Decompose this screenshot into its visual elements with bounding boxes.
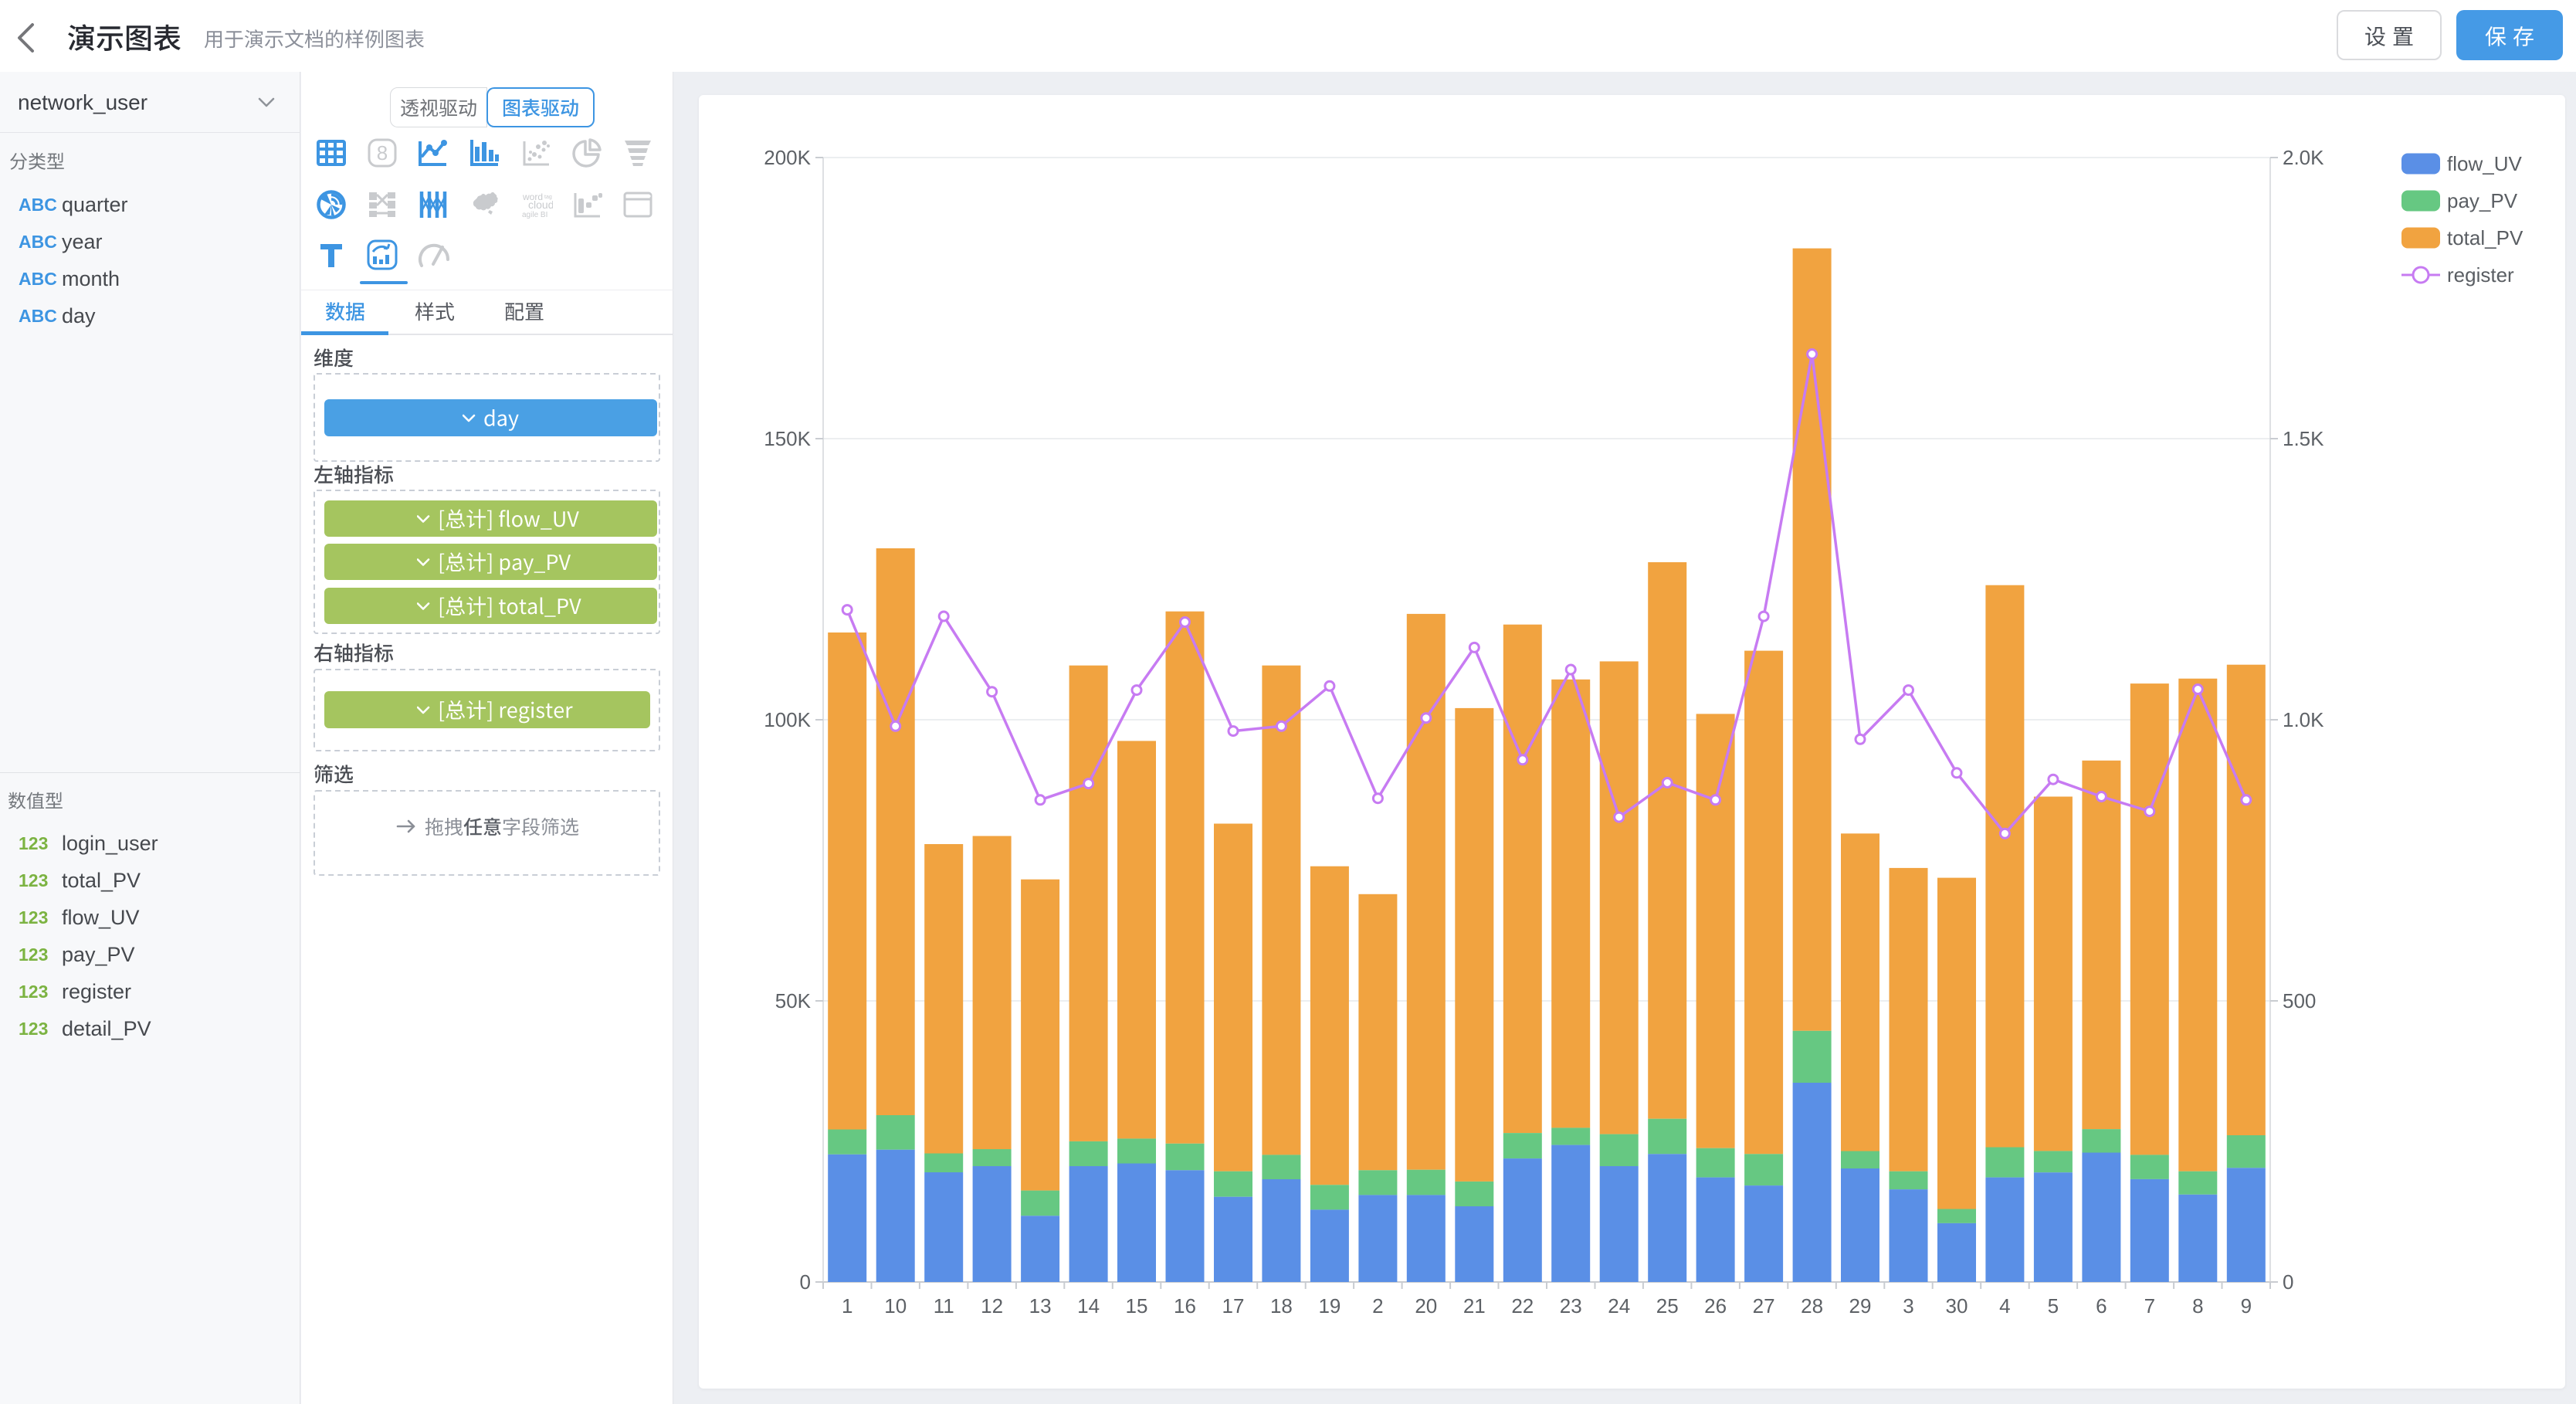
svg-text:500: 500 (2283, 989, 2316, 1012)
svg-text:6: 6 (2096, 1294, 2107, 1318)
svg-text:100K: 100K (764, 708, 811, 731)
svg-text:agile BI: agile BI (522, 211, 547, 219)
svg-text:18: 18 (1270, 1294, 1293, 1318)
svg-text:25: 25 (1656, 1294, 1679, 1318)
svg-text:19: 19 (1318, 1294, 1341, 1318)
svg-text:17: 17 (1222, 1294, 1245, 1318)
svg-text:total_PV: total_PV (2447, 226, 2523, 249)
svg-text:29: 29 (1849, 1294, 1872, 1318)
svg-text:24: 24 (1608, 1294, 1630, 1318)
svg-text:10: 10 (884, 1294, 907, 1318)
svg-text:27: 27 (1753, 1294, 1775, 1318)
svg-text:1: 1 (842, 1294, 852, 1318)
svg-text:7: 7 (2144, 1294, 2155, 1318)
svg-text:23: 23 (1560, 1294, 1582, 1318)
svg-text:50K: 50K (775, 989, 812, 1012)
svg-text:2: 2 (1372, 1294, 1383, 1318)
svg-text:20: 20 (1415, 1294, 1437, 1318)
svg-text:14: 14 (1077, 1294, 1100, 1318)
svg-text:22: 22 (1511, 1294, 1534, 1318)
svg-text:13: 13 (1029, 1294, 1052, 1318)
svg-text:4: 4 (1999, 1294, 2010, 1318)
svg-text:word: word (522, 192, 543, 202)
svg-text:0: 0 (2283, 1270, 2293, 1294)
svg-text:pay_PV: pay_PV (2447, 189, 2518, 212)
svg-text:8: 8 (2192, 1294, 2203, 1318)
svg-text:cloud: cloud (528, 198, 553, 211)
svg-text:8: 8 (377, 141, 388, 164)
svg-text:5: 5 (2048, 1294, 2059, 1318)
svg-text:3: 3 (1903, 1294, 1913, 1318)
svg-text:21: 21 (1463, 1294, 1486, 1318)
svg-text:0: 0 (800, 1270, 811, 1294)
svg-text:26: 26 (1704, 1294, 1727, 1318)
svg-text:12: 12 (981, 1294, 1003, 1318)
svg-text:1.0K: 1.0K (2283, 708, 2324, 731)
svg-text:30: 30 (1946, 1294, 1968, 1318)
svg-text:2.0K: 2.0K (2283, 146, 2324, 169)
svg-text:flow_UV: flow_UV (2447, 152, 2522, 175)
svg-text:28: 28 (1801, 1294, 1823, 1318)
svg-text:1.5K: 1.5K (2283, 427, 2324, 450)
svg-text:11: 11 (934, 1294, 954, 1318)
svg-text:register: register (2447, 263, 2514, 287)
svg-text:9: 9 (2241, 1294, 2252, 1318)
svg-text:150K: 150K (764, 427, 811, 450)
svg-text:tag: tag (544, 195, 552, 200)
svg-text:200K: 200K (764, 146, 811, 169)
svg-text:15: 15 (1126, 1294, 1148, 1318)
svg-text:16: 16 (1174, 1294, 1196, 1318)
